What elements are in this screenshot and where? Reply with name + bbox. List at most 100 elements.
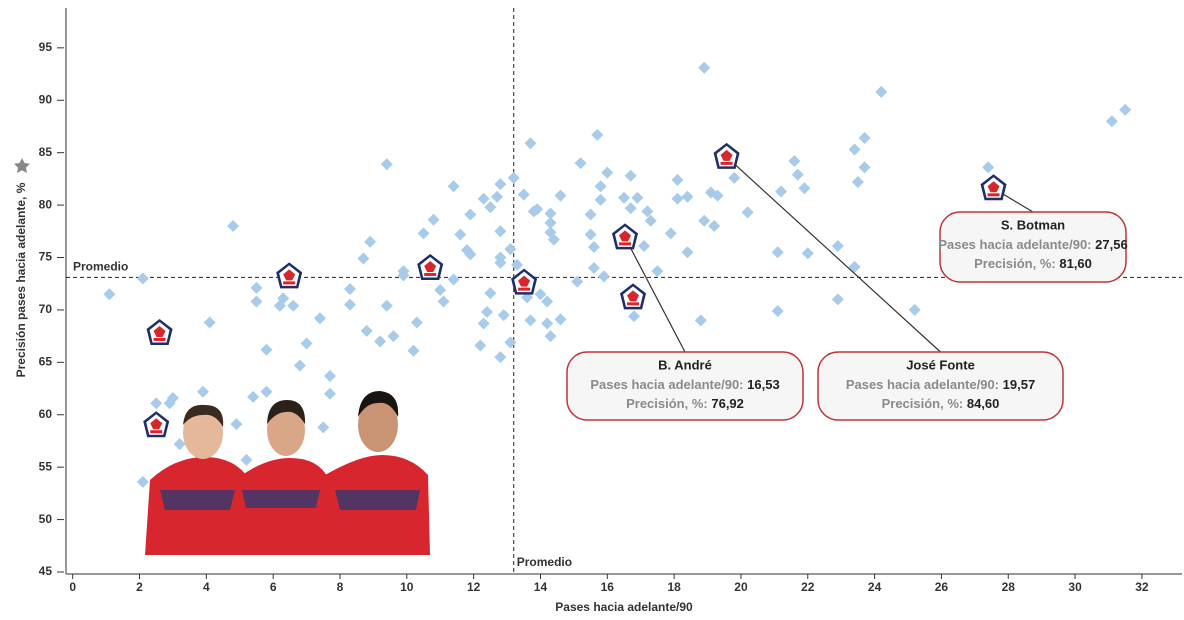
point (260, 385, 273, 398)
logo-bird (518, 275, 531, 287)
annotation-value: 19,57 (1003, 377, 1036, 392)
annotation-box (817, 351, 1064, 421)
annotation-label: Precisión, %: (974, 256, 1056, 271)
logo-bird (987, 181, 1000, 193)
point (494, 225, 507, 238)
point (250, 295, 263, 308)
point (584, 208, 597, 221)
annotation-line: Pases hacia adelante/90: 16,53 (590, 377, 779, 392)
point (541, 317, 554, 330)
point (166, 391, 179, 404)
annotation-value: 84,60 (967, 396, 1000, 411)
annotation-label: Pases hacia adelante/90: (590, 377, 743, 392)
annotation-value: 27,56 (1095, 237, 1128, 252)
point (410, 316, 423, 329)
point (708, 220, 721, 233)
point (150, 397, 163, 410)
club-logo-marker (143, 411, 170, 438)
annotation-value: 76,92 (711, 396, 744, 411)
point (788, 155, 801, 168)
logo-bird (627, 290, 640, 302)
point (771, 246, 784, 259)
x-tick-label: 22 (801, 580, 815, 594)
logo-bird (720, 149, 733, 161)
annotation-line: Precisión, %: 84,60 (882, 396, 1000, 411)
point (323, 387, 336, 400)
point (591, 128, 604, 141)
point (671, 192, 684, 205)
logo-band (720, 161, 733, 165)
point (380, 158, 393, 171)
point (618, 191, 630, 204)
point (240, 453, 253, 466)
x-tick-label: 0 (69, 580, 76, 594)
point (387, 330, 400, 343)
point (103, 288, 116, 301)
point (313, 312, 326, 325)
point (694, 314, 707, 327)
point (801, 247, 814, 260)
point (908, 303, 921, 316)
point (594, 193, 607, 206)
point (447, 273, 460, 286)
point (851, 176, 864, 189)
point (484, 287, 497, 300)
point (494, 178, 507, 191)
x-tick-label: 8 (337, 580, 344, 594)
x-tick-label: 32 (1135, 580, 1149, 594)
logo-bird (424, 260, 437, 272)
x-tick-label: 30 (1068, 580, 1082, 594)
x-tick-label: 24 (868, 580, 882, 594)
point (544, 207, 557, 220)
point (407, 344, 420, 357)
point (531, 203, 544, 216)
logo-bird (619, 230, 632, 242)
point (651, 265, 664, 278)
point (698, 61, 711, 74)
club-logo-marker (511, 268, 538, 295)
point (524, 137, 537, 150)
club-logo-marker (146, 318, 173, 345)
point (858, 161, 871, 174)
point (698, 214, 711, 227)
annotation-line: Precisión, %: 76,92 (626, 396, 744, 411)
y-tick-label: 70 (39, 302, 53, 316)
point (196, 385, 209, 398)
logo-band (619, 242, 632, 246)
point (631, 191, 644, 204)
x-tick-label: 20 (734, 580, 748, 594)
point (464, 208, 477, 221)
point (380, 299, 393, 312)
point (494, 351, 507, 364)
players-photo (145, 391, 430, 555)
point (848, 143, 861, 156)
point (477, 317, 490, 330)
point (427, 213, 440, 226)
logo-band (424, 272, 437, 276)
x-axis-label: Pases hacia adelante/90 (555, 600, 693, 614)
point (848, 260, 861, 273)
logo-bird (283, 269, 296, 281)
y-tick-label: 45 (39, 564, 53, 578)
point (507, 171, 520, 184)
point (711, 189, 724, 202)
point (831, 293, 844, 306)
point (544, 216, 557, 229)
x-tick-label: 6 (270, 580, 277, 594)
point (554, 189, 567, 202)
point (791, 168, 804, 181)
point (638, 239, 651, 252)
point (464, 248, 477, 261)
point (594, 180, 607, 193)
point (681, 190, 694, 203)
annotation-connector (726, 156, 941, 353)
x-tick-label: 28 (1002, 580, 1016, 594)
point (317, 421, 330, 434)
logo-bird (153, 325, 166, 337)
point (344, 282, 357, 295)
point (136, 272, 149, 285)
point (504, 243, 517, 256)
point (798, 182, 811, 195)
point (511, 258, 524, 271)
annotation-value: 81,60 (1059, 256, 1092, 271)
